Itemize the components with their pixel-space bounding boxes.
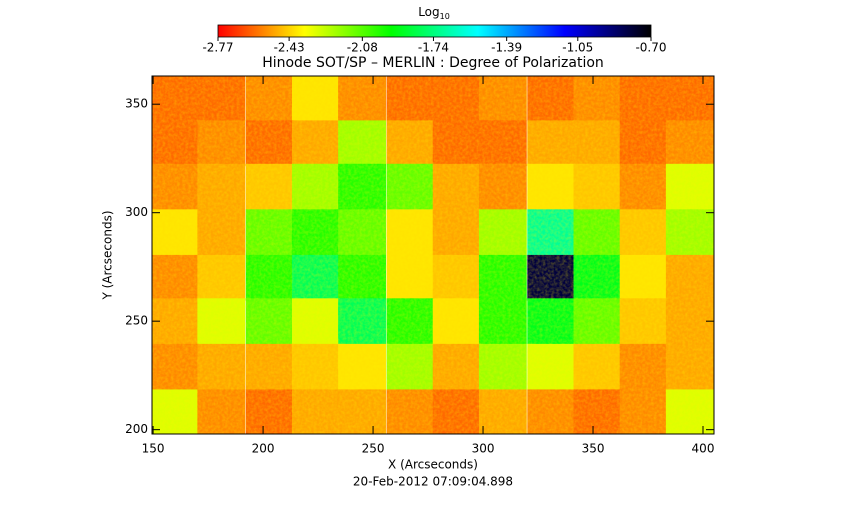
y-axis-label: Y (Arcseconds) bbox=[101, 210, 115, 300]
colorbar-tick-label: -1.74 bbox=[418, 41, 449, 55]
colorbar-tick-label: -1.05 bbox=[562, 41, 593, 55]
colorbar-tick-label: -2.77 bbox=[202, 41, 233, 55]
x-tick-label: 150 bbox=[142, 442, 165, 456]
plot-frame bbox=[151, 75, 715, 435]
x-tick-label: 400 bbox=[692, 442, 715, 456]
colorbar bbox=[217, 24, 652, 38]
colorbar-title-main: Log bbox=[418, 5, 439, 19]
x-tick-label: 350 bbox=[582, 442, 605, 456]
date-label: 20-Feb-2012 07:09:04.898 bbox=[353, 475, 513, 489]
y-tick-label: 250 bbox=[125, 314, 148, 328]
texture bbox=[152, 76, 714, 434]
x-axis-label: X (Arcseconds) bbox=[388, 458, 478, 472]
colorbar-title-sub: 10 bbox=[440, 12, 450, 21]
y-tick-label: 200 bbox=[125, 422, 148, 436]
chart-title: Hinode SOT/SP – MERLIN : Degree of Polar… bbox=[262, 55, 604, 71]
colorbar-tick-label: -1.39 bbox=[491, 41, 522, 55]
y-tick-label: 350 bbox=[125, 97, 148, 111]
x-tick-label: 250 bbox=[362, 442, 385, 456]
x-tick-label: 200 bbox=[252, 442, 275, 456]
colorbar-tick-label: -0.70 bbox=[635, 41, 666, 55]
y-tick-label: 300 bbox=[125, 205, 148, 219]
colorbar-tick-label: -2.08 bbox=[347, 41, 378, 55]
colorbar-tick-label: -2.43 bbox=[274, 41, 305, 55]
x-tick-label: 300 bbox=[472, 442, 495, 456]
colorbar-title: Log10 bbox=[418, 5, 450, 21]
